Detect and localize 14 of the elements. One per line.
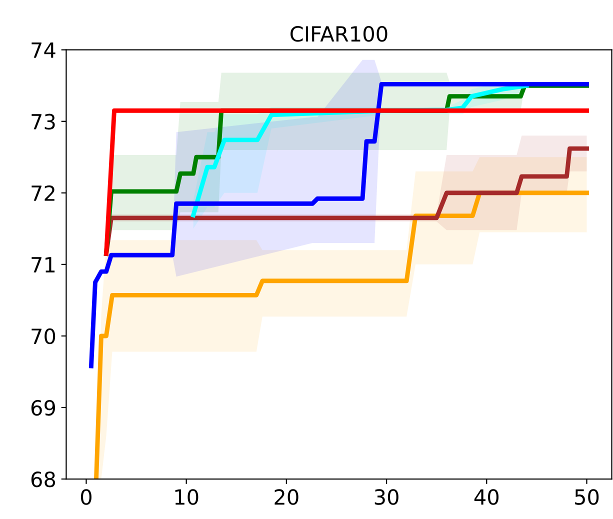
y-tick-label: 69 xyxy=(31,400,56,416)
y-tick-label: 71 xyxy=(32,257,55,272)
x-tick-label: 30 xyxy=(374,489,398,505)
x-tick-label: 50 xyxy=(575,489,599,505)
x-tick-label: 10 xyxy=(175,489,198,505)
y-tick-label: 68 xyxy=(31,471,56,488)
chart-title: CIFAR100 xyxy=(290,26,388,42)
y-tick-label: 74 xyxy=(32,42,56,58)
y-tick-label: 73 xyxy=(32,114,55,130)
x-tick-label: 40 xyxy=(474,489,499,505)
x-tick-label: 20 xyxy=(274,489,298,505)
x-tick-label: 0 xyxy=(80,489,92,505)
y-tick-label: 72 xyxy=(32,185,54,201)
y-tick-label: 70 xyxy=(32,328,56,344)
